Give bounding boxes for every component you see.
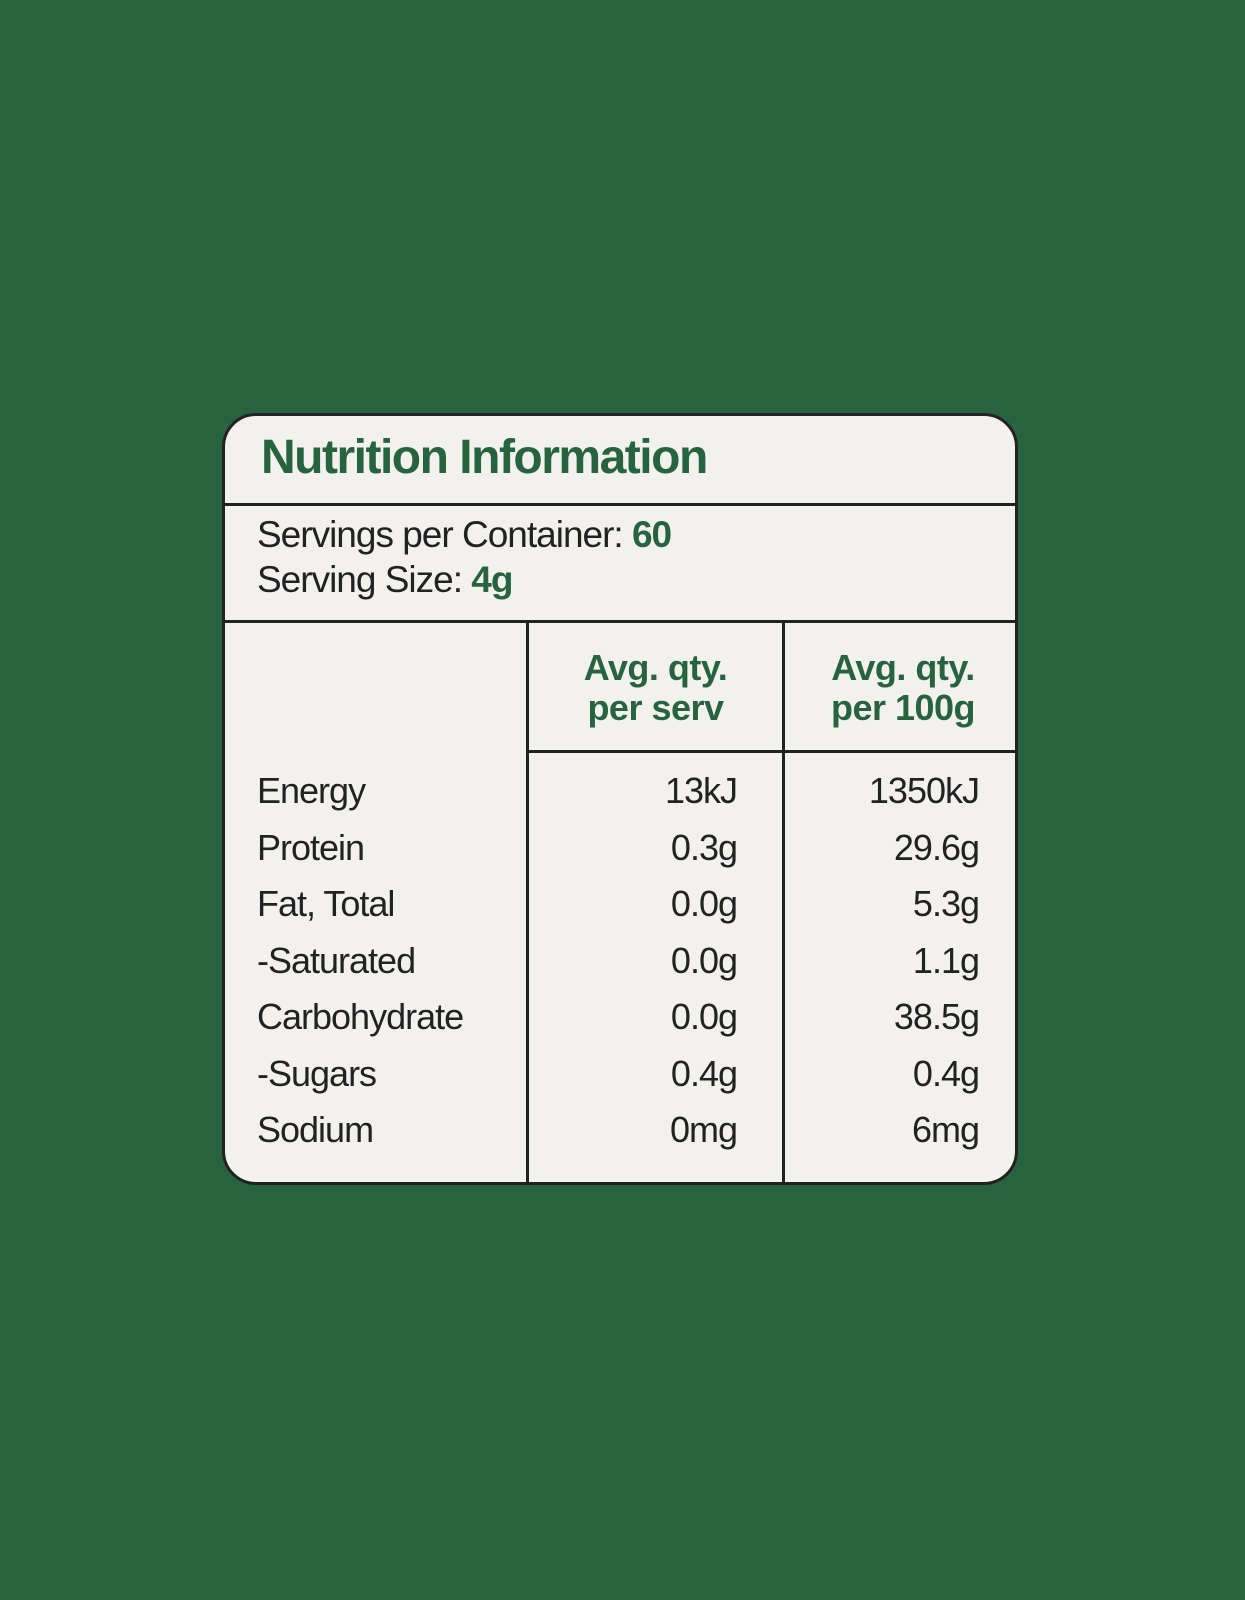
nutrient-row: Fat, Total 0.0g 5.3g: [225, 883, 1015, 939]
column-header-line: Avg. qty.: [583, 647, 728, 688]
per-100g-value: 38.5g: [893, 996, 980, 1037]
nutrient-label: Sodium: [257, 1109, 374, 1150]
servings-label: Servings per Container:: [257, 514, 624, 555]
per-100g-value: 0.4g: [912, 1052, 980, 1094]
serving-size-label: Serving Size:: [257, 559, 463, 600]
header-divider: [526, 750, 1015, 753]
per-serv-value: 0mg: [669, 1109, 738, 1150]
nutrient-row: -Sugars 0.4g 0.4g: [225, 1053, 1015, 1109]
nutrient-label: -Saturated: [257, 939, 416, 981]
nutrient-row: Protein 0.3g 29.6g: [225, 827, 1015, 883]
panel-title: Nutrition Information: [261, 431, 708, 484]
nutrient-label: Energy: [257, 770, 366, 811]
nutrient-row: Carbohydrate 0.0g 38.5g: [225, 996, 1015, 1052]
servings-per-container: Servings per Container: 60: [257, 514, 672, 556]
per-100g-value: 5.3g: [912, 883, 980, 924]
serving-size-value: 4g: [471, 559, 513, 600]
nutrient-label: -Sugars: [257, 1052, 377, 1094]
per-100g-value: 29.6g: [893, 826, 980, 868]
serving-size: Serving Size: 4g: [257, 559, 513, 601]
per-100g-value: 1.1g: [912, 939, 980, 981]
column-header-line: per 100g: [830, 687, 976, 728]
per-serv-value: 0.0g: [670, 883, 738, 924]
per-serv-value: 0.3g: [670, 826, 738, 868]
per-100g-value: 1350kJ: [868, 770, 980, 811]
divider: [225, 620, 1015, 623]
per-serv-value: 0.4g: [670, 1052, 738, 1094]
nutrition-panel: Nutrition Information Servings per Conta…: [222, 413, 1018, 1185]
nutrient-row: Energy 13kJ 1350kJ: [225, 770, 1015, 826]
divider: [225, 503, 1015, 506]
column-divider: [526, 620, 529, 1182]
per-serv-value: 0.0g: [670, 996, 738, 1037]
column-divider: [782, 620, 785, 1182]
column-header-per-serv: Avg. qty. per serv: [529, 648, 782, 728]
column-header-line: Avg. qty.: [831, 647, 975, 688]
per-serv-value: 0.0g: [670, 939, 738, 981]
per-100g-value: 6mg: [911, 1109, 980, 1150]
servings-value: 60: [631, 514, 672, 555]
column-header-line: per serv: [587, 687, 724, 728]
column-header-per-100g: Avg. qty. per 100g: [785, 647, 1015, 728]
nutrient-label: Protein: [257, 826, 365, 868]
per-serv-value: 13kJ: [664, 770, 738, 811]
nutrient-label: Carbohydrate: [257, 996, 464, 1037]
nutrient-label: Fat, Total: [257, 883, 395, 924]
nutrient-row: Sodium 0mg 6mg: [225, 1109, 1015, 1165]
nutrient-row: -Saturated 0.0g 1.1g: [225, 940, 1015, 996]
